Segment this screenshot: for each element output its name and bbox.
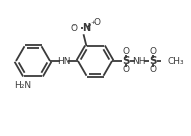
Text: O: O [122,66,129,75]
Text: O: O [150,47,156,56]
Text: ⁻: ⁻ [72,24,75,30]
Text: H₂N: H₂N [14,81,31,90]
Text: O: O [94,18,100,27]
Text: O: O [122,47,129,56]
Text: O: O [70,24,78,33]
Text: O: O [150,66,156,75]
Text: S: S [149,56,157,66]
Text: N: N [83,23,91,33]
Text: HN: HN [57,56,71,66]
Text: S: S [122,56,130,66]
Text: +: + [91,20,96,25]
Text: CH₃: CH₃ [167,56,184,66]
Text: NH: NH [132,56,146,66]
